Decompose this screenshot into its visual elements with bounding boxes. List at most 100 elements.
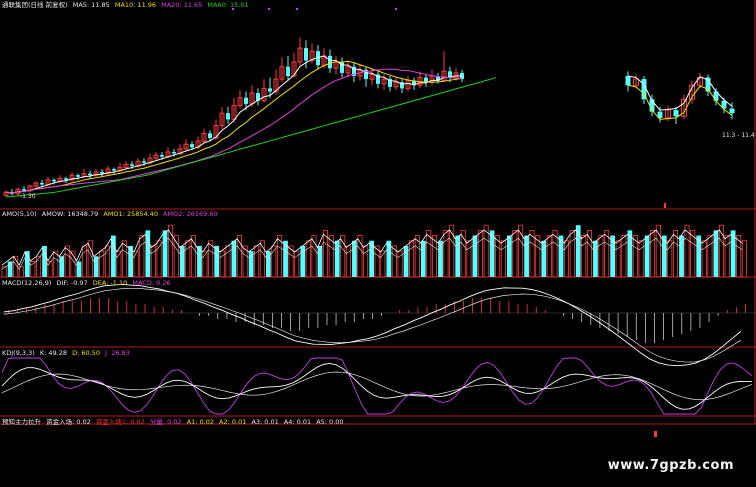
candle-body — [436, 76, 440, 81]
candle-body — [328, 55, 332, 69]
amo-bar — [541, 240, 547, 277]
k-value: K: 49.28 — [39, 349, 68, 357]
amo-bar — [283, 240, 288, 277]
amo-bar — [265, 251, 271, 277]
amo-bar — [529, 229, 535, 278]
amo-bar — [730, 230, 736, 277]
amo-bar — [111, 235, 116, 277]
amo-info: AMO(5,10) AMOW: 16348.79 AMO1: 25854.40 … — [2, 210, 221, 219]
a2-value: A2: 0.01 — [219, 418, 247, 426]
amo-bar — [36, 255, 42, 278]
amo-bar — [586, 229, 592, 278]
price-info: 通联集团(日线 前复权) MA5: 11.85 MA10: 11.96 MA20… — [2, 1, 252, 10]
amo-bar — [524, 235, 529, 277]
amo-bar — [403, 245, 409, 277]
dif-line — [3, 284, 742, 367]
amo-bar — [236, 235, 242, 278]
ma5-line — [5, 55, 463, 194]
amo-bar — [696, 235, 702, 277]
amo-bar — [99, 250, 105, 278]
amo-bar — [225, 245, 231, 278]
amo-bar — [311, 235, 317, 278]
candle-body — [22, 189, 26, 191]
candle-body — [625, 76, 631, 86]
amo-bar — [483, 224, 489, 278]
j-line — [1, 357, 753, 415]
amo-bar — [288, 245, 294, 278]
fund-info: 预知主力拉升 资金入场: 0.02 资金入场1: 0.02 分量: 0.02 A… — [2, 418, 347, 427]
amo-bar — [420, 240, 426, 277]
candle-body — [219, 112, 225, 127]
share-value: 分量: 0.02 — [149, 418, 182, 426]
candle-body — [69, 174, 75, 181]
dea-value: DEA: -1.10 — [92, 279, 128, 287]
a3-value: A3: 0.01 — [251, 418, 279, 426]
candle-body — [453, 72, 459, 79]
ma5-value: MA5: 11.85 — [72, 1, 110, 9]
amo-bar — [64, 245, 70, 278]
fund-panel — [654, 431, 657, 437]
amo-bar — [655, 224, 661, 278]
amo-bar — [300, 245, 306, 277]
candle-body — [633, 78, 639, 86]
amo-bar — [391, 245, 397, 278]
amo-bar — [506, 235, 512, 277]
amo-bar — [460, 229, 466, 278]
kdj-info: KDJ(9,3,3) K: 49.28 D: 60.50 J: 26.83 — [2, 349, 133, 358]
candle-body — [381, 78, 387, 85]
candle-body — [352, 66, 356, 76]
amo-bar — [122, 240, 128, 278]
candle-body — [213, 125, 219, 139]
amo-bar — [621, 235, 627, 278]
candle-body — [244, 97, 248, 104]
amo2-value: AMO2: 26169.60 — [163, 210, 218, 218]
candle-body — [376, 74, 380, 84]
amo-bar — [558, 235, 564, 277]
amo-bar — [380, 250, 386, 278]
amo-title: AMO(5,10) — [2, 210, 37, 218]
price-panel — [3, 8, 735, 208]
candle-body — [190, 144, 194, 148]
amo-bar — [128, 245, 133, 277]
amo-bar — [116, 250, 122, 278]
amo-bar — [707, 235, 713, 278]
amo-bar — [81, 245, 87, 278]
candle-body — [123, 163, 129, 168]
amo-bar — [305, 240, 311, 278]
candle-body — [130, 164, 134, 166]
candle-body — [641, 79, 647, 100]
amo-bar — [334, 240, 340, 277]
amo-bar — [386, 240, 392, 277]
amo-bar — [59, 256, 65, 277]
macd-title: MACD(12,26,9) — [2, 279, 52, 287]
signal-dot — [232, 8, 234, 10]
amo-bar — [104, 245, 110, 278]
candle-body — [309, 50, 315, 62]
amo-bar — [604, 229, 610, 278]
j-value: J: 26.83 — [105, 349, 130, 357]
candle-body — [657, 111, 663, 118]
candle-body — [201, 132, 207, 142]
amo-bar — [438, 240, 443, 277]
amo-bar — [322, 229, 328, 278]
amo-bar — [650, 229, 656, 278]
amo-bar — [667, 240, 673, 278]
amo-bar — [724, 235, 730, 278]
candle-body — [208, 133, 212, 138]
amo-bar — [397, 250, 403, 278]
signal-bar — [664, 203, 666, 208]
candle-body — [412, 80, 416, 86]
candle-body — [340, 62, 344, 73]
amo-bar — [87, 240, 93, 278]
candle-body — [268, 88, 272, 92]
amo-bar — [495, 235, 501, 278]
amo-bar — [47, 261, 53, 278]
ma10-line-right — [627, 84, 733, 120]
amo1-value: AMO1: 25854.40 — [103, 210, 158, 218]
candle-body — [33, 182, 39, 187]
signal-dot — [268, 8, 270, 10]
candle-body — [316, 51, 320, 66]
candle-body — [172, 151, 176, 154]
amo-bar — [70, 250, 76, 278]
amo-bar — [197, 245, 202, 277]
